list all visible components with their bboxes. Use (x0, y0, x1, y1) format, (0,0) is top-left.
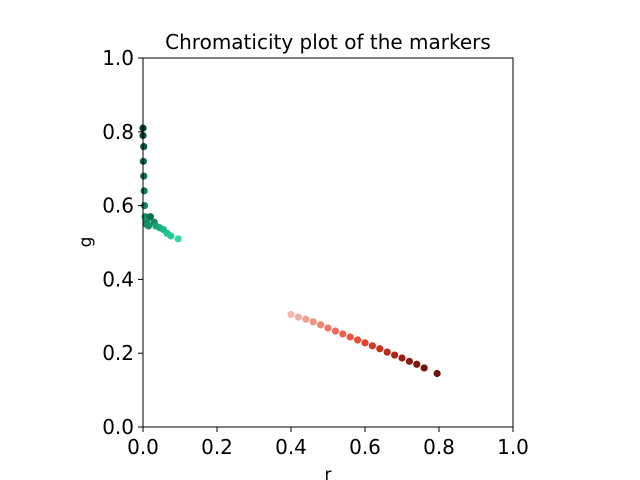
scatter-point (309, 318, 317, 326)
scatter-point (398, 354, 406, 362)
scatter-point (317, 321, 325, 329)
scatter-point (346, 333, 354, 341)
scatter-point (167, 232, 175, 240)
scatter-point (140, 172, 148, 180)
x-tick-label: 1.0 (497, 435, 529, 459)
scatter-point (144, 222, 153, 230)
x-tick-label: 0.2 (201, 435, 233, 459)
scatter-point (331, 327, 339, 335)
y-tick-label: 0.8 (102, 120, 134, 144)
scatter-point (324, 324, 332, 332)
scatter-point (302, 315, 310, 323)
x-tick-label: 0.8 (423, 435, 455, 459)
y-axis-label: g (76, 237, 96, 248)
chart-title: Chromaticity plot of the markers (165, 30, 491, 54)
scatter-point (361, 339, 369, 347)
y-tick-label: 0.0 (102, 415, 134, 439)
y-tick-label: 0.4 (102, 267, 134, 291)
scatter-point (140, 142, 148, 151)
x-tick-label: 0.6 (349, 435, 381, 459)
scatter-point (174, 235, 182, 243)
x-tick-label: 0.4 (275, 435, 307, 459)
scatter-point (287, 310, 295, 319)
scatter-point (376, 345, 384, 353)
y-axis: 0.0 0.2 0.4 0.6 0.8 1.0 (102, 46, 143, 439)
x-axis-label: r (325, 465, 332, 480)
scatter-point (146, 213, 154, 221)
y-tick-label: 0.2 (102, 341, 134, 365)
x-axis: 0.0 0.2 0.4 0.6 0.8 1.0 (127, 427, 529, 459)
scatter-point (140, 187, 148, 195)
y-tick-label: 0.6 (102, 194, 134, 218)
scatter-point (339, 330, 347, 338)
axes-frame (142, 57, 514, 428)
scatter-point (420, 364, 428, 372)
scatter-point (433, 369, 441, 378)
scatter-point (405, 357, 413, 365)
scatter-point (413, 360, 421, 368)
scatter-point (354, 336, 362, 344)
scatter-point (368, 342, 376, 350)
scatter-point (391, 351, 399, 359)
x-tick-label: 0.0 (127, 435, 159, 459)
scatter-point (383, 348, 391, 356)
scatter-point (294, 313, 302, 321)
y-tick-label: 1.0 (102, 46, 134, 70)
